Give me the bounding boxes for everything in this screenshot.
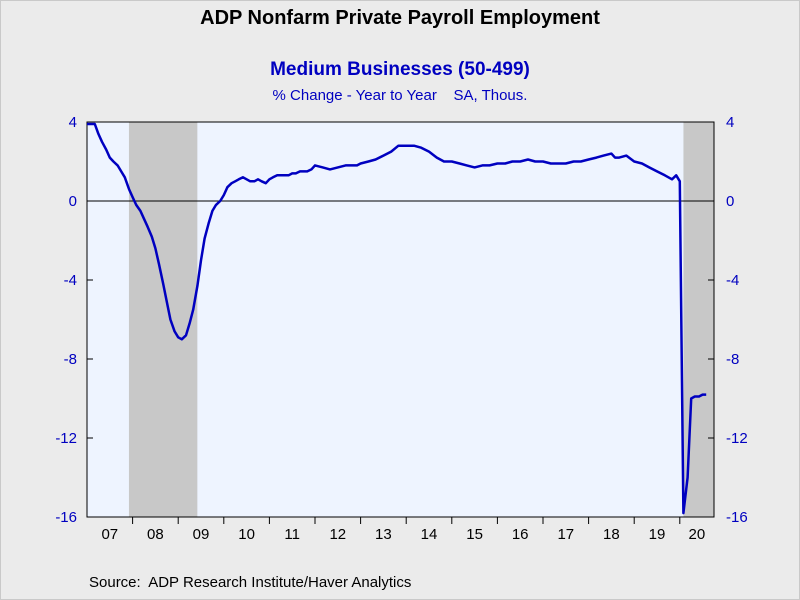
x-tick-label: 13	[375, 526, 392, 543]
x-tick-label: 09	[193, 526, 210, 543]
x-tick-label: 17	[557, 526, 574, 543]
chart-title: ADP Nonfarm Private Payroll Employment	[200, 7, 600, 29]
y-tick-label-left: -12	[55, 430, 77, 447]
chart-subtitle: Medium Businesses (50-499)	[270, 59, 530, 80]
y-tick-label-right: -16	[726, 509, 748, 526]
x-tick-label: 07	[101, 526, 118, 543]
y-tick-label-right: -8	[726, 351, 739, 368]
recession-band-1	[128, 122, 198, 517]
y-tick-label-right: -12	[726, 430, 748, 447]
y-tick-label-right: -4	[726, 272, 739, 289]
chart-units-note: % Change - Year to Year SA, Thous.	[272, 87, 528, 104]
x-tick-label: 10	[238, 526, 255, 543]
y-tick-label-left: 0	[69, 193, 77, 210]
x-tick-label: 20	[689, 526, 706, 543]
x-tick-label: 19	[649, 526, 666, 543]
y-tick-label-left: -4	[64, 272, 77, 289]
y-tick-label-right: 4	[726, 114, 734, 131]
x-tick-label: 08	[147, 526, 164, 543]
x-tick-label: 11	[284, 526, 300, 543]
x-tick-label: 15	[466, 526, 483, 543]
y-tick-label-left: -8	[64, 351, 77, 368]
y-tick-label-left: -16	[55, 509, 77, 526]
y-tick-label-left: 4	[69, 114, 77, 131]
series-line-1	[87, 122, 707, 515]
source-note: Source: ADP Research Institute/Haver Ana…	[89, 574, 412, 591]
x-tick-label: 14	[421, 526, 438, 543]
x-tick-label: 16	[512, 526, 529, 543]
x-tick-label: 18	[603, 526, 620, 543]
y-tick-label-right: 0	[726, 193, 734, 210]
x-tick-label: 12	[329, 526, 346, 543]
plot-frame	[86, 121, 715, 518]
